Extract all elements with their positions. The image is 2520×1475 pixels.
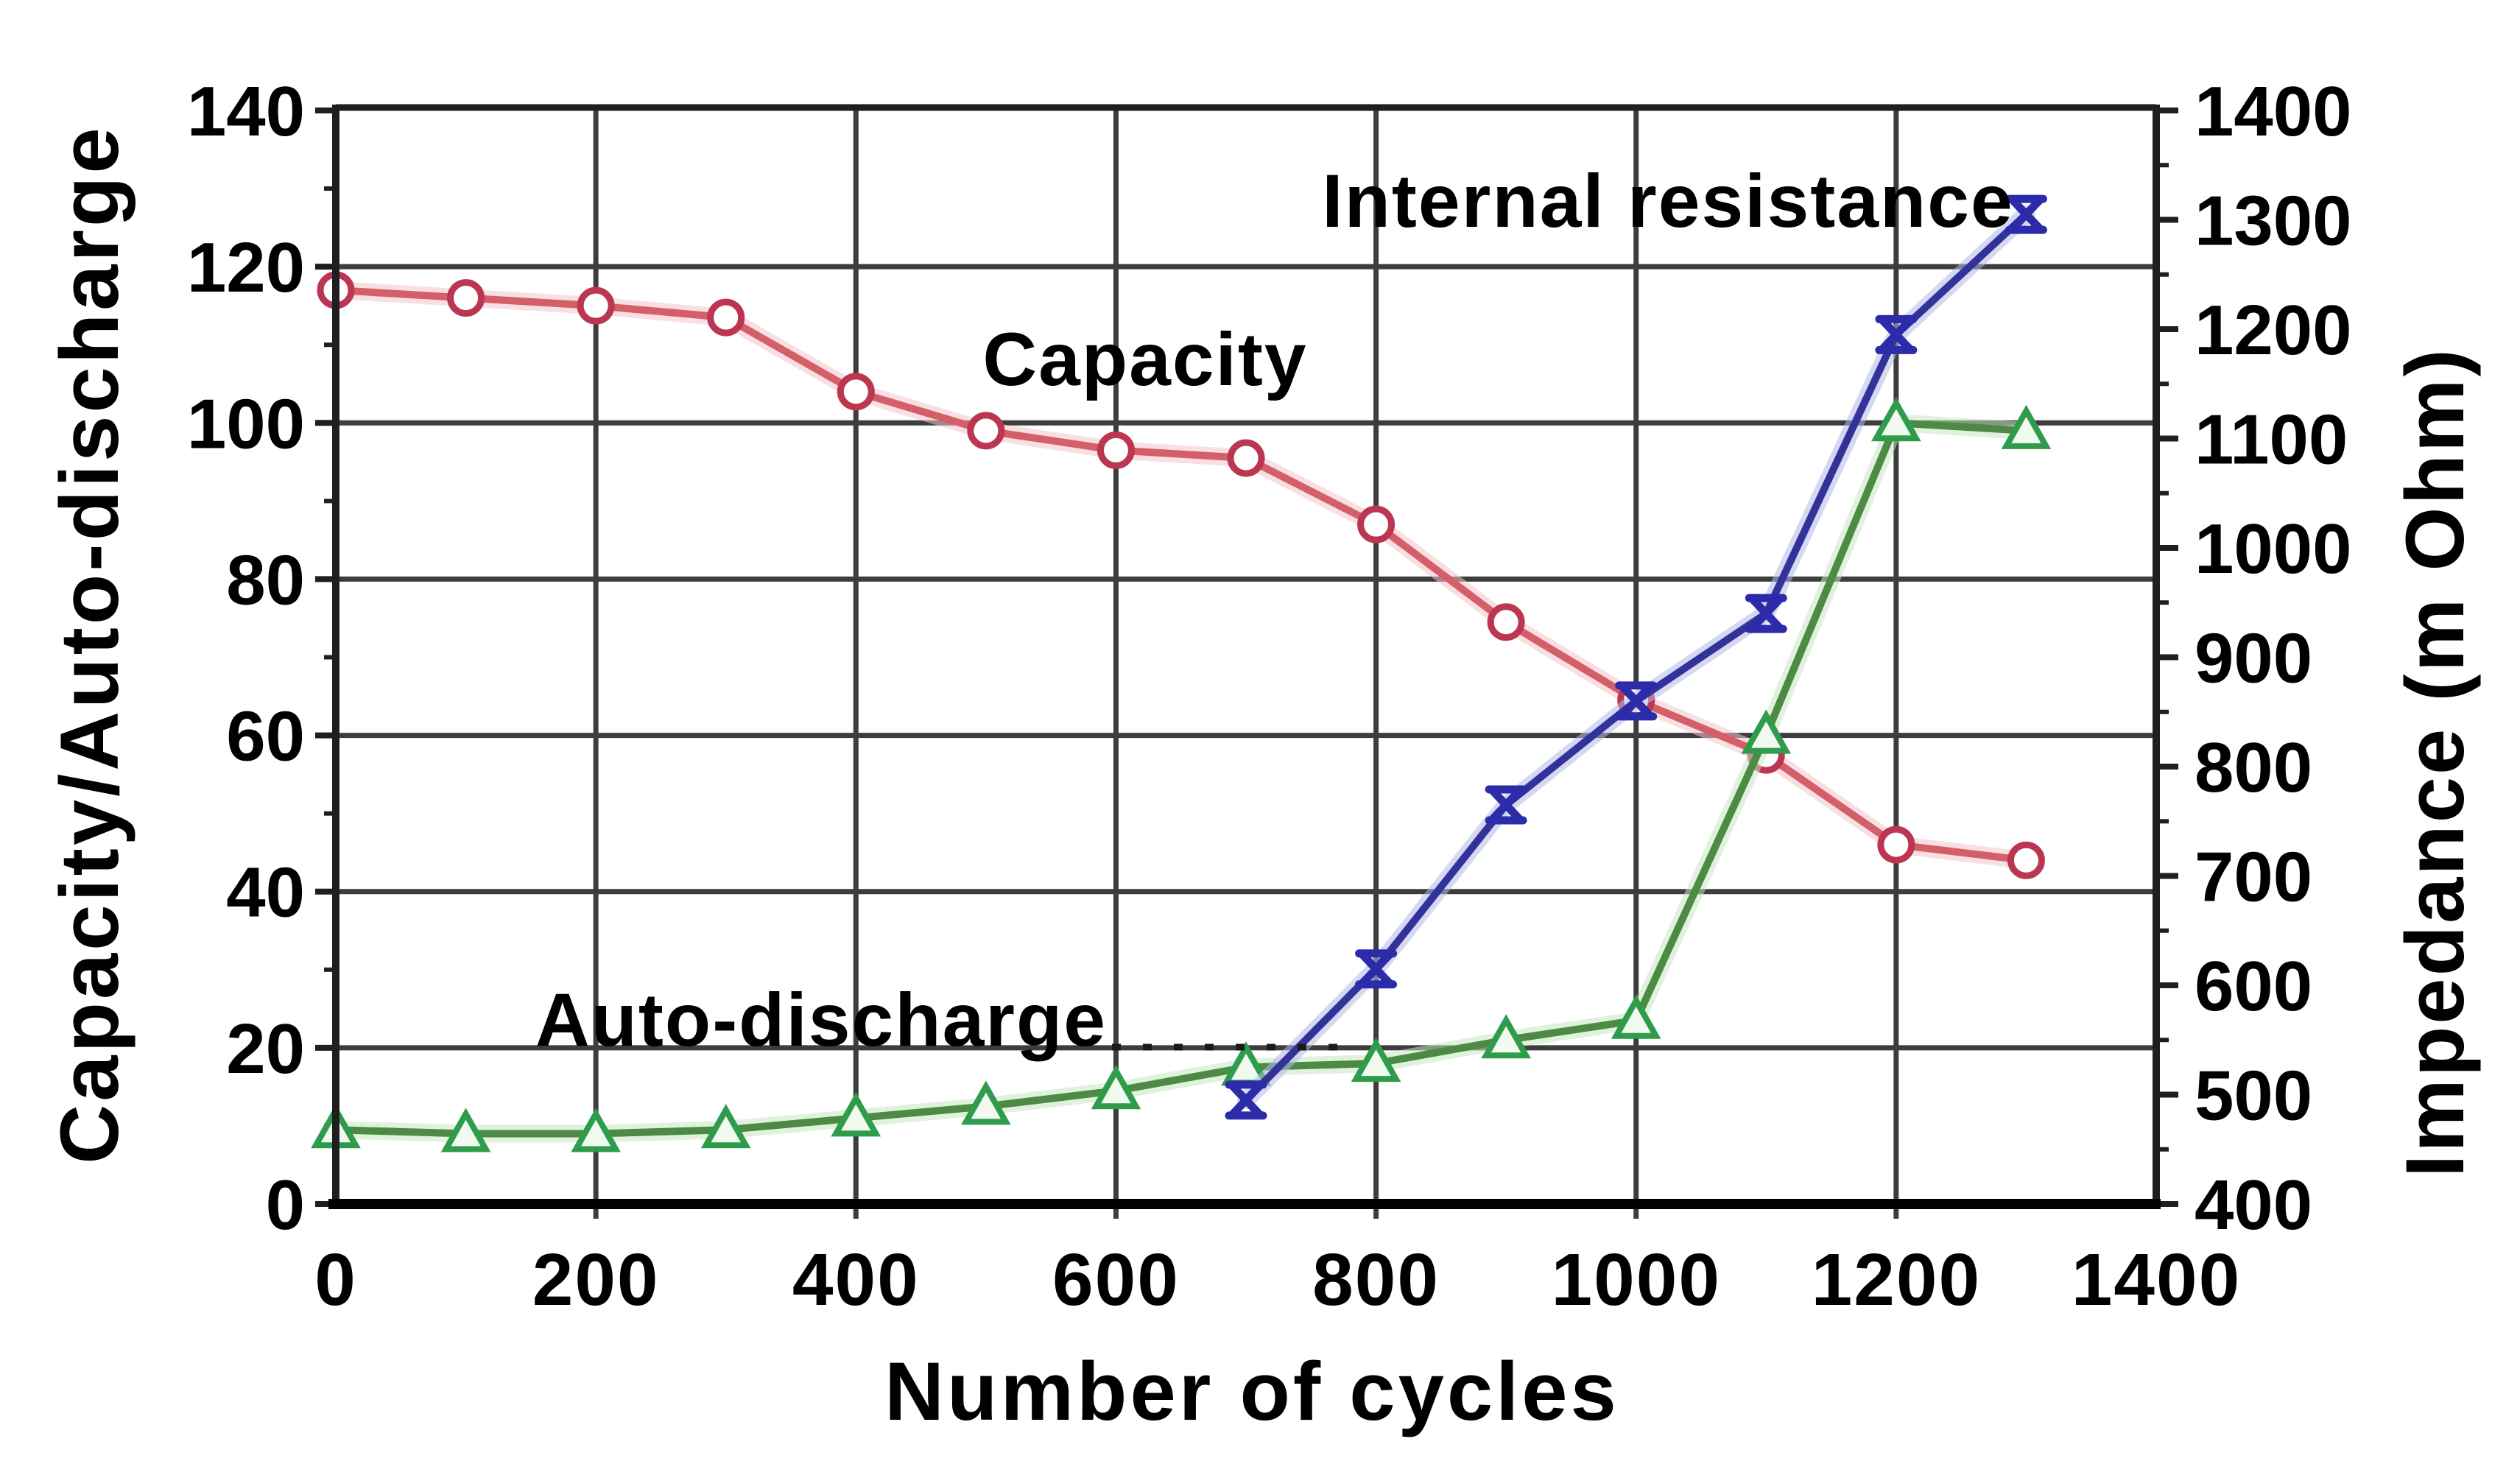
data-point-circle	[2007, 841, 2045, 879]
right-tick-label: 500	[2195, 1057, 2312, 1136]
plot-frame	[328, 104, 2161, 1209]
x-tick-label: 0	[314, 1239, 357, 1321]
y-axis-title-left: Capacity/Auto-discharge	[43, 124, 135, 1164]
data-point-x	[1615, 681, 1658, 721]
right-tick-label: 1300	[2195, 182, 2352, 261]
data-point-triangle	[1741, 709, 1792, 754]
data-point-triangle	[831, 1092, 881, 1137]
data-point-circle	[967, 412, 1005, 450]
data-point-circle	[1097, 431, 1135, 469]
x-tick-label: 1400	[2072, 1239, 2241, 1321]
data-point-triangle	[440, 1108, 491, 1152]
right-tick-label: 600	[2195, 947, 2312, 1026]
x-tick-label: 1200	[1812, 1239, 1981, 1321]
data-point-circle	[837, 373, 875, 411]
data-point-circle	[707, 298, 745, 337]
data-point-x	[1355, 949, 1398, 989]
y-axis-title-right: Impedance (m Ohm)	[2389, 347, 2481, 1177]
data-point-triangle	[1351, 1037, 1401, 1083]
data-point-triangle	[1611, 994, 1661, 1039]
left-tick-label: 60	[226, 697, 305, 776]
right-tick-label: 900	[2195, 619, 2312, 698]
data-point-circle	[1487, 603, 1525, 641]
data-point-circle	[1357, 505, 1395, 543]
x-tick-label: 200	[532, 1239, 660, 1321]
data-point-x	[1745, 594, 1787, 633]
data-point-triangle	[1871, 397, 1921, 442]
data-point-x	[2005, 194, 2047, 234]
right-tick-label: 800	[2195, 728, 2312, 807]
auto-discharge-series-label: Auto-discharge	[535, 978, 1107, 1062]
x-tick-label: 800	[1312, 1239, 1440, 1321]
data-point-circle	[1227, 439, 1265, 477]
x-axis-title: Number of cycles	[884, 1345, 1619, 1437]
data-point-x	[1485, 785, 1527, 825]
x-tick-label: 1000	[1551, 1239, 1720, 1321]
right-tick-label: 1000	[2195, 510, 2352, 588]
internal-resistance-series-label: Internal resistance	[1322, 159, 2013, 243]
left-tick-label: 80	[226, 541, 305, 619]
data-point-circle	[577, 286, 615, 325]
series-internal-resistance	[1225, 194, 2047, 1120]
right-tick-label: 1100	[2195, 401, 2348, 479]
data-point-triangle	[961, 1080, 1011, 1125]
right-tick-label: 1200	[2195, 291, 2352, 370]
left-tick-label: 120	[187, 228, 305, 307]
series-line	[332, 286, 2030, 865]
left-tick-label: 100	[187, 384, 305, 463]
series-line	[332, 419, 2030, 1138]
data-point-circle	[447, 279, 485, 317]
data-point-x	[1225, 1080, 1267, 1120]
data-point-triangle	[2001, 404, 2052, 449]
data-point-triangle	[700, 1104, 751, 1149]
x-tick-label: 400	[792, 1239, 920, 1321]
series-auto-discharge	[311, 397, 2052, 1152]
tick-labels: 0 20 40 60 80 100 120 140 400 500 600 700 800 900 1000…	[187, 72, 2352, 1321]
right-tick-label: 400	[2195, 1166, 2312, 1245]
left-tick-label: 140	[187, 72, 305, 151]
data-point-triangle	[571, 1108, 621, 1152]
left-tick-label: 0	[266, 1166, 305, 1245]
right-tick-label: 1400	[2195, 72, 2352, 151]
left-tick-label: 40	[226, 853, 305, 932]
data-point-triangle	[1091, 1065, 1141, 1110]
left-tick-label: 20	[226, 1010, 305, 1088]
data-point-x	[1875, 314, 1918, 354]
data-point-circle	[1877, 825, 1915, 864]
x-tick-label: 600	[1052, 1239, 1180, 1321]
data-point-triangle	[1481, 1014, 1531, 1059]
series-lines	[311, 194, 2052, 1152]
right-tick-label: 700	[2195, 838, 2312, 917]
capacity-series-label: Capacity	[982, 317, 1307, 401]
